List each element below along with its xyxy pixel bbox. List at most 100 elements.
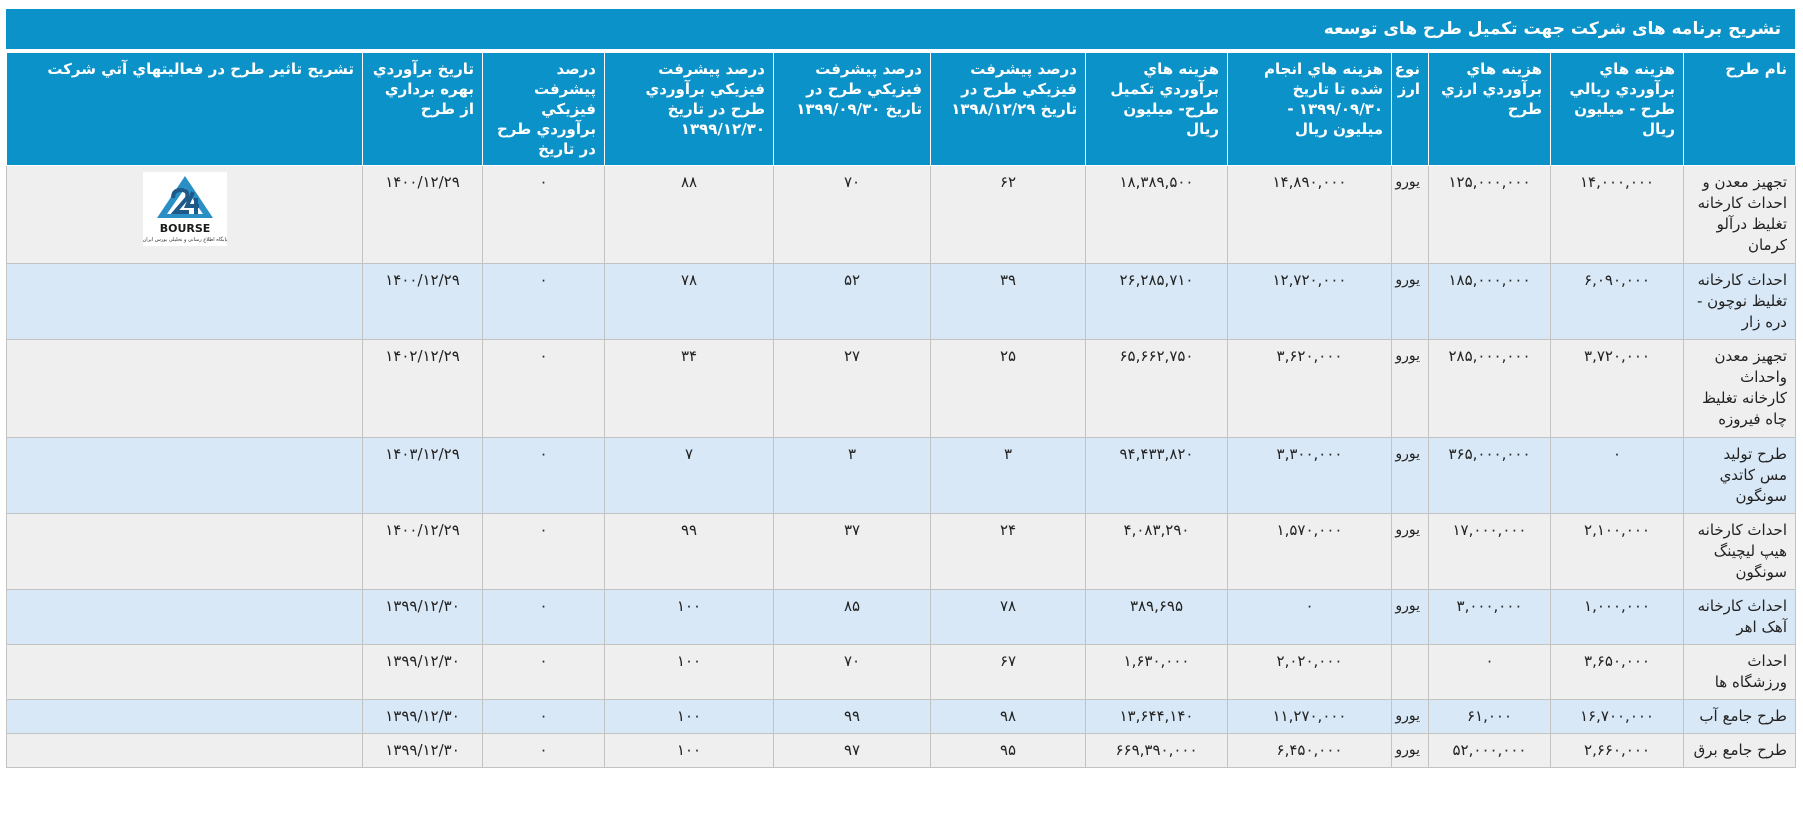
table-cell: یورو (1391, 263, 1429, 340)
column-header: تاريخ برآوردي بهره برداري از طرح (362, 52, 483, 166)
table-cell: ۱۷,۰۰۰,۰۰۰ (1428, 513, 1551, 590)
table-cell: یورو (1391, 733, 1429, 768)
table-cell: ۱,۶۳۰,۰۰۰ (1085, 644, 1228, 700)
table-cell: ۰ (482, 589, 605, 645)
table-cell: ۹۷ (773, 733, 931, 768)
table-cell: ۷۰ (773, 644, 931, 700)
table-cell: ۳,۰۰۰,۰۰۰ (1428, 589, 1551, 645)
table-cell: ۳۴ (604, 339, 774, 438)
column-header: هزينه هاي برآوردي تکميل طرح- ميليون ريال (1085, 52, 1228, 166)
table-cell: ۱۳,۶۴۴,۱۴۰ (1085, 699, 1228, 734)
table-cell: ۲۵ (930, 339, 1086, 438)
table-cell: ۹۵ (930, 733, 1086, 768)
column-header: هزينه هاي برآوردي ريالي طرح - ميليون ريا… (1550, 52, 1684, 166)
table-cell: ۱,۰۰۰,۰۰۰ (1550, 589, 1684, 645)
table-cell: ۰ (1227, 589, 1392, 645)
table-cell: ۰ (482, 644, 605, 700)
table-cell: ۲,۰۲۰,۰۰۰ (1227, 644, 1392, 700)
table-cell: ۳ (930, 437, 1086, 514)
table-cell: ۲۶,۲۸۵,۷۱۰ (1085, 263, 1228, 340)
table-cell: ۰ (1550, 437, 1684, 514)
project-name-cell: طرح جامع آب (1683, 699, 1796, 734)
svg-text:پایگاه اطلاع رسانی و تحلیلی بو: پایگاه اطلاع رسانی و تحلیلی بورس ایران (143, 236, 227, 243)
table-row: طرح جامع آب ۱۶,۷۰۰,۰۰۰ ۶۱,۰۰۰ یورو ۱۱,۲۷۰,۰۰… (6, 699, 1796, 734)
projects-table: نام طرح هزينه هاي برآوردي ريالي طرح - ميل… (6, 52, 1796, 768)
table-header-row: نام طرح هزينه هاي برآوردي ريالي طرح - ميل… (6, 52, 1796, 166)
column-header: تشريح تاثير طرح در فعاليتهاي آتي شرکت (6, 52, 363, 166)
table-cell: ۳,۶۵۰,۰۰۰ (1550, 644, 1684, 700)
table-cell: ۹۸ (930, 699, 1086, 734)
project-name-cell: احداث کارخانه تغلیظ نوچون - دره زار (1683, 263, 1796, 340)
table-cell: ۱۴۰۳/۱۲/۲۹ (362, 437, 483, 514)
impact-cell (6, 339, 363, 438)
impact-cell (6, 513, 363, 590)
table-cell: ۰ (482, 339, 605, 438)
table-cell: ۱۳۹۹/۱۲/۳۰ (362, 589, 483, 645)
table-row: تجهیز معدن و احداث کارخانه تغلیظ درآلو ک… (6, 165, 1796, 264)
table-cell: ۱۴۰۰/۱۲/۲۹ (362, 263, 483, 340)
impact-cell (6, 437, 363, 514)
table-row: تجهیز معدن واحداث کارخانه تغلیظ چاه فیرو… (6, 339, 1796, 438)
table-cell: ۶۱,۰۰۰ (1428, 699, 1551, 734)
project-name-cell: تجهیز معدن و احداث کارخانه تغلیظ درآلو ک… (1683, 165, 1796, 264)
impact-cell: BOURSE پایگاه اطلاع رسانی و تحلیلی بورس ا… (6, 165, 363, 264)
table-cell: ۶,۰۹۰,۰۰۰ (1550, 263, 1684, 340)
table-cell: ۱۰۰ (604, 589, 774, 645)
table-row: احداث ورزشگاه ها ۳,۶۵۰,۰۰۰ ۰ ۲,۰۲۰,۰۰۰ ۱,۶۳۰… (6, 644, 1796, 700)
table-cell: ۱,۵۷۰,۰۰۰ (1227, 513, 1392, 590)
table-cell: یورو (1391, 437, 1429, 514)
table-cell: ۱۴۰۰/۱۲/۲۹ (362, 513, 483, 590)
table-cell: ۷۸ (930, 589, 1086, 645)
table-cell: ۱۴,۸۹۰,۰۰۰ (1227, 165, 1392, 264)
table-cell: یورو (1391, 165, 1429, 264)
table-cell: ۳,۶۲۰,۰۰۰ (1227, 339, 1392, 438)
table-cell: ۱۳۹۹/۱۲/۳۰ (362, 699, 483, 734)
report-title: تشریح برنامه های شرکت جهت تکمیل طرح های … (6, 9, 1795, 49)
table-cell: ۷ (604, 437, 774, 514)
table-cell: ۱۰۰ (604, 644, 774, 700)
column-header: درصد پيشرفت فيزيکي برآوردي طرح در تاريخ … (604, 52, 774, 166)
table-cell: ۴,۰۸۳,۲۹۰ (1085, 513, 1228, 590)
column-header: درصد پيشرفت فيزيکي برآوردي طرح در تاريخ (482, 52, 605, 166)
table-cell: ۳,۳۰۰,۰۰۰ (1227, 437, 1392, 514)
table-cell: ۲۴ (930, 513, 1086, 590)
table-cell: ۶۶۹,۳۹۰,۰۰۰ (1085, 733, 1228, 768)
table-cell: ۶,۴۵۰,۰۰۰ (1227, 733, 1392, 768)
table-cell: ۱۴,۰۰۰,۰۰۰ (1550, 165, 1684, 264)
column-header: هزينه هاي انجام شده تا تاريخ ۱۳۹۹/۰۹/۳۰ … (1227, 52, 1392, 166)
table-row: احداث کارخانه هیپ لیچینگ سونگون ۲,۱۰۰,۰۰۰… (6, 513, 1796, 590)
table-cell: ۱۲,۷۲۰,۰۰۰ (1227, 263, 1392, 340)
table-row: طرح تولید مس کاتدي سونگون ۰ ۳۶۵,۰۰۰,۰۰۰ یور… (6, 437, 1796, 514)
table-cell: ۰ (482, 699, 605, 734)
table-cell (1391, 644, 1429, 700)
table-cell: ۸۸ (604, 165, 774, 264)
table-row: احداث کارخانه تغلیظ نوچون - دره زار ۶,۰۹۰… (6, 263, 1796, 340)
table-cell: یورو (1391, 589, 1429, 645)
table-cell: ۳ (773, 437, 931, 514)
column-header: هزينه هاي برآوردي ارزي طرح (1428, 52, 1551, 166)
table-cell: ۶۵,۶۶۲,۷۵۰ (1085, 339, 1228, 438)
project-name-cell: احداث کارخانه آهک اهر (1683, 589, 1796, 645)
column-header: نام طرح (1683, 52, 1796, 166)
column-header: درصد پيشرفت فيزيکي طرح در تاريخ ۱۳۹۹/۰۹/… (773, 52, 931, 166)
table-cell: ۰ (482, 513, 605, 590)
table-cell: ۶۲ (930, 165, 1086, 264)
report-container: تشریح برنامه های شرکت جهت تکمیل طرح های … (6, 9, 1796, 768)
column-header: نوع ارز (1391, 52, 1429, 166)
table-cell: ۰ (482, 733, 605, 768)
table-cell: ۲۸۵,۰۰۰,۰۰۰ (1428, 339, 1551, 438)
table-cell: ۰ (482, 263, 605, 340)
table-cell: ۲,۶۶۰,۰۰۰ (1550, 733, 1684, 768)
project-name-cell: احداث ورزشگاه ها (1683, 644, 1796, 700)
table-cell: ۵۲,۰۰۰,۰۰۰ (1428, 733, 1551, 768)
project-name-cell: طرح جامع برق (1683, 733, 1796, 768)
table-cell: ۳۷ (773, 513, 931, 590)
table-cell: ۱۰۰ (604, 699, 774, 734)
table-cell: ۸۵ (773, 589, 931, 645)
table-cell: ۹۹ (773, 699, 931, 734)
column-header: درصد پيشرفت فيزيکي طرح در تاريخ ۱۳۹۸/۱۲/… (930, 52, 1086, 166)
table-cell: ۱۲۵,۰۰۰,۰۰۰ (1428, 165, 1551, 264)
impact-cell (6, 699, 363, 734)
table-cell: ۵۲ (773, 263, 931, 340)
